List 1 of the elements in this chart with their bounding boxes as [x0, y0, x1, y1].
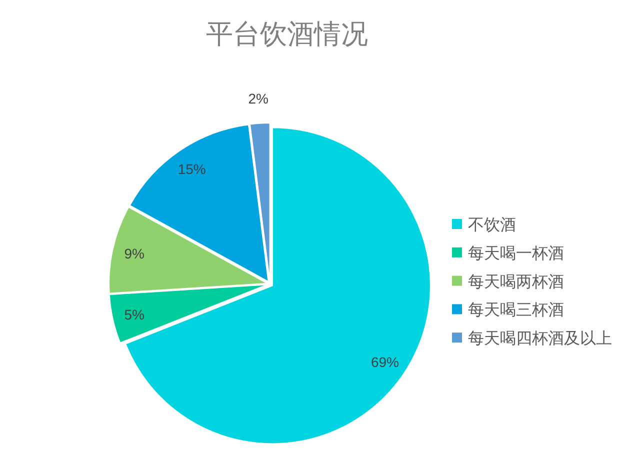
- title: 平台饮酒情况: [206, 19, 368, 49]
